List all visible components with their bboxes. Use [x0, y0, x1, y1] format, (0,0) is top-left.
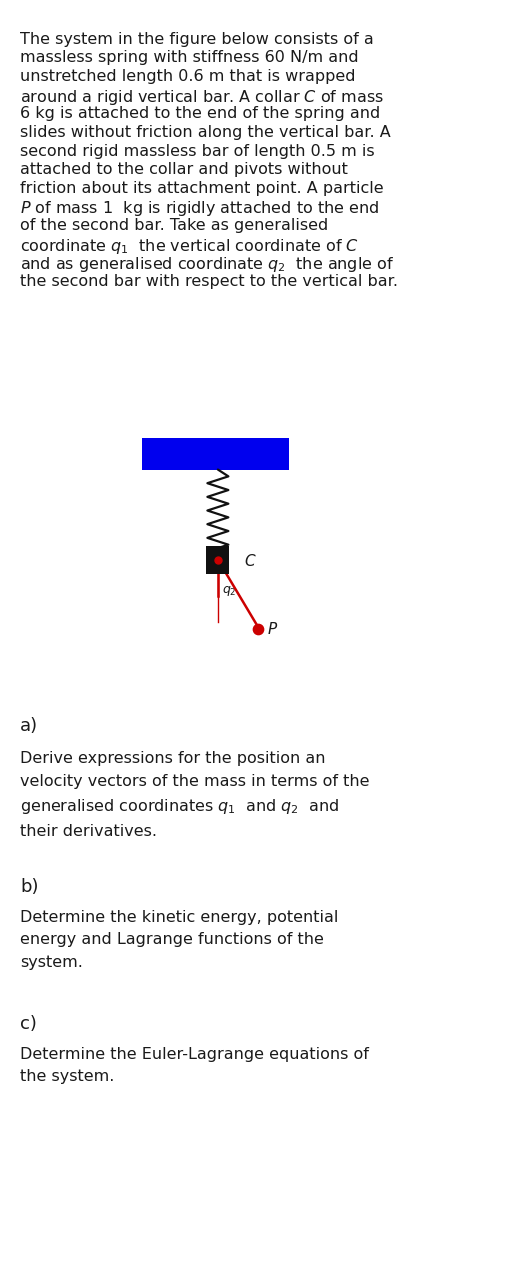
- Text: friction about its attachment point. A particle: friction about its attachment point. A p…: [20, 180, 384, 195]
- Text: 6 kg is attached to the end of the spring and: 6 kg is attached to the end of the sprin…: [20, 107, 380, 122]
- Point: [214, 549, 222, 570]
- Point: [254, 619, 262, 640]
- Text: $P$ of mass 1  kg is rigidly attached to the end: $P$ of mass 1 kg is rigidly attached to …: [20, 199, 379, 218]
- Text: the second bar with respect to the vertical bar.: the second bar with respect to the verti…: [20, 274, 398, 289]
- Bar: [142, 438, 289, 470]
- Text: $q_2$: $q_2$: [222, 584, 236, 599]
- Text: $C$: $C$: [244, 553, 257, 569]
- Text: massless spring with stiffness 60 N/m and: massless spring with stiffness 60 N/m an…: [20, 51, 359, 66]
- Text: Determine the kinetic energy, potential
energy and Lagrange functions of the
sys: Determine the kinetic energy, potential …: [20, 910, 338, 970]
- Text: c): c): [20, 1015, 37, 1033]
- Text: unstretched length 0.6 m that is wrapped: unstretched length 0.6 m that is wrapped: [20, 69, 355, 84]
- Text: slides without friction along the vertical bar. A: slides without friction along the vertic…: [20, 124, 391, 140]
- Text: Determine the Euler-Lagrange equations of
the system.: Determine the Euler-Lagrange equations o…: [20, 1047, 369, 1085]
- Text: second rigid massless bar of length 0.5 m is: second rigid massless bar of length 0.5 …: [20, 143, 374, 159]
- Text: coordinate $q_1$  the vertical coordinate of $C$: coordinate $q_1$ the vertical coordinate…: [20, 236, 359, 255]
- Text: of the second bar. Take as generalised: of the second bar. Take as generalised: [20, 218, 328, 233]
- Text: Derive expressions for the position an
velocity vectors of the mass in terms of : Derive expressions for the position an v…: [20, 751, 370, 839]
- Text: The system in the figure below consists of a: The system in the figure below consists …: [20, 32, 374, 47]
- Text: b): b): [20, 878, 38, 896]
- Text: $P$: $P$: [267, 622, 278, 637]
- Text: attached to the collar and pivots without: attached to the collar and pivots withou…: [20, 162, 348, 178]
- Bar: [206, 546, 229, 574]
- Text: a): a): [20, 717, 38, 735]
- Text: and as generalised coordinate $q_2$  the angle of: and as generalised coordinate $q_2$ the …: [20, 255, 394, 274]
- Text: around a rigid vertical bar. A collar $C$ of mass: around a rigid vertical bar. A collar $C…: [20, 88, 384, 107]
